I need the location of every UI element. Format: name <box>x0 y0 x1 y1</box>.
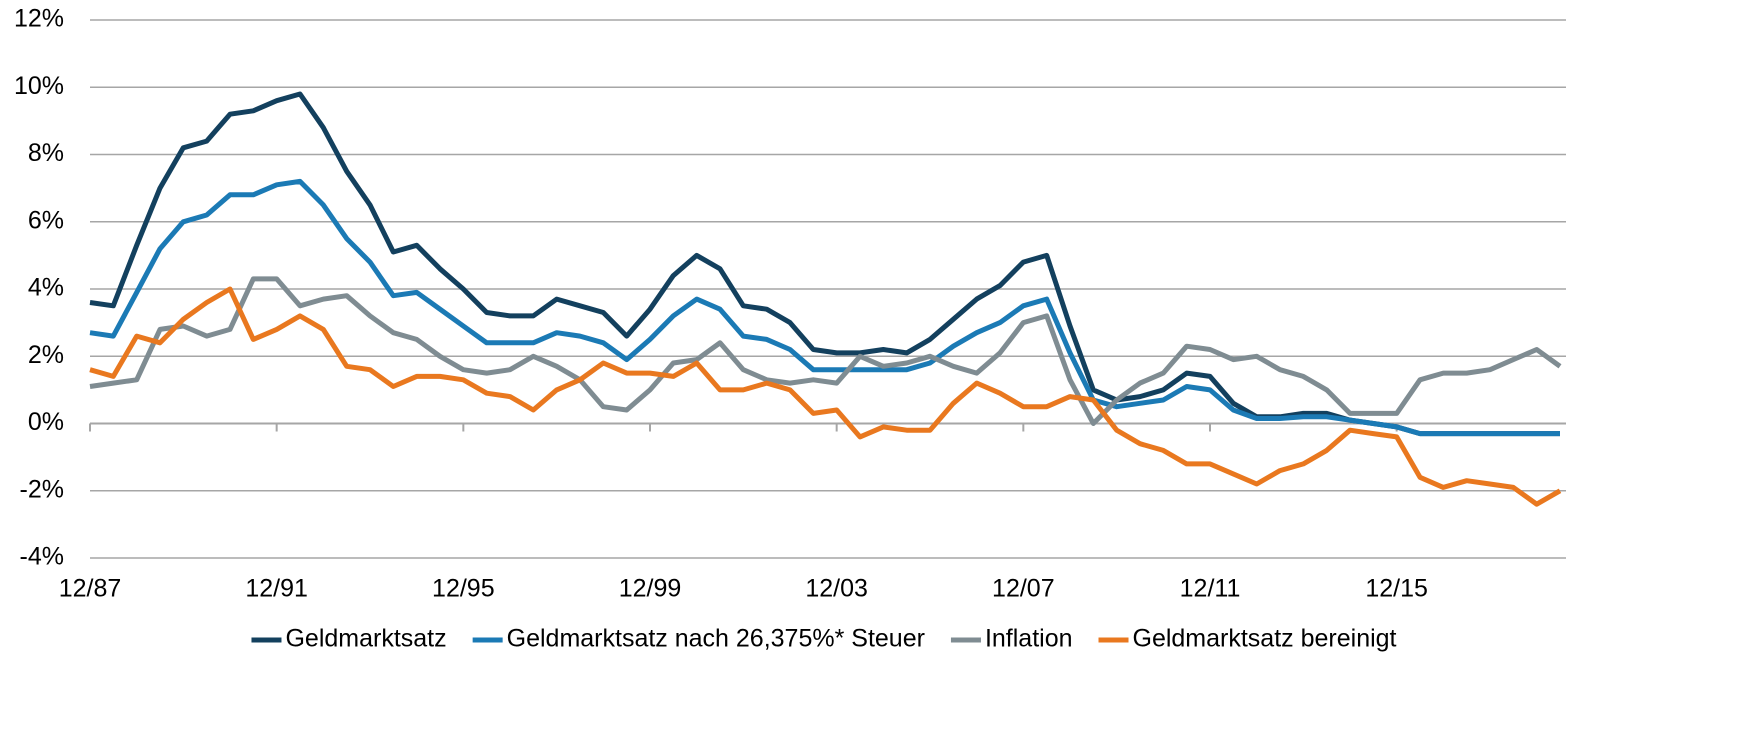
x-tick-label: 12/11 <box>1180 575 1241 603</box>
legend-label: Geldmarktsatz nach 26,375%* Steuer <box>507 625 925 653</box>
y-tick-label: 4% <box>28 274 64 302</box>
x-tick-label: 12/07 <box>992 575 1055 603</box>
series-line <box>89 286 1562 507</box>
y-tick-label: -4% <box>20 543 64 571</box>
x-tick-label: 12/15 <box>1365 575 1428 603</box>
legend-label: Geldmarktsatz bereinigt <box>1133 625 1397 653</box>
series-line <box>89 276 1562 426</box>
y-tick-label: 0% <box>28 408 64 436</box>
y-tick-label: 12% <box>14 5 64 33</box>
legend-label: Geldmarktsatz <box>285 625 446 653</box>
x-tick-label: 12/03 <box>805 575 868 603</box>
x-tick-label: 12/95 <box>432 575 495 603</box>
y-tick-label: 2% <box>28 341 64 369</box>
y-tick-label: 6% <box>28 206 64 234</box>
y-tick-label: -2% <box>20 475 64 503</box>
x-tick-label: 12/99 <box>619 575 682 603</box>
y-tick-label: 10% <box>14 72 64 100</box>
series-line <box>89 91 1560 437</box>
legend-label: Inflation <box>985 625 1073 653</box>
x-tick-label: 12/91 <box>245 575 308 603</box>
series-line <box>89 178 1560 437</box>
y-tick-label: 8% <box>28 139 64 167</box>
x-tick-label: 12/87 <box>59 575 122 603</box>
